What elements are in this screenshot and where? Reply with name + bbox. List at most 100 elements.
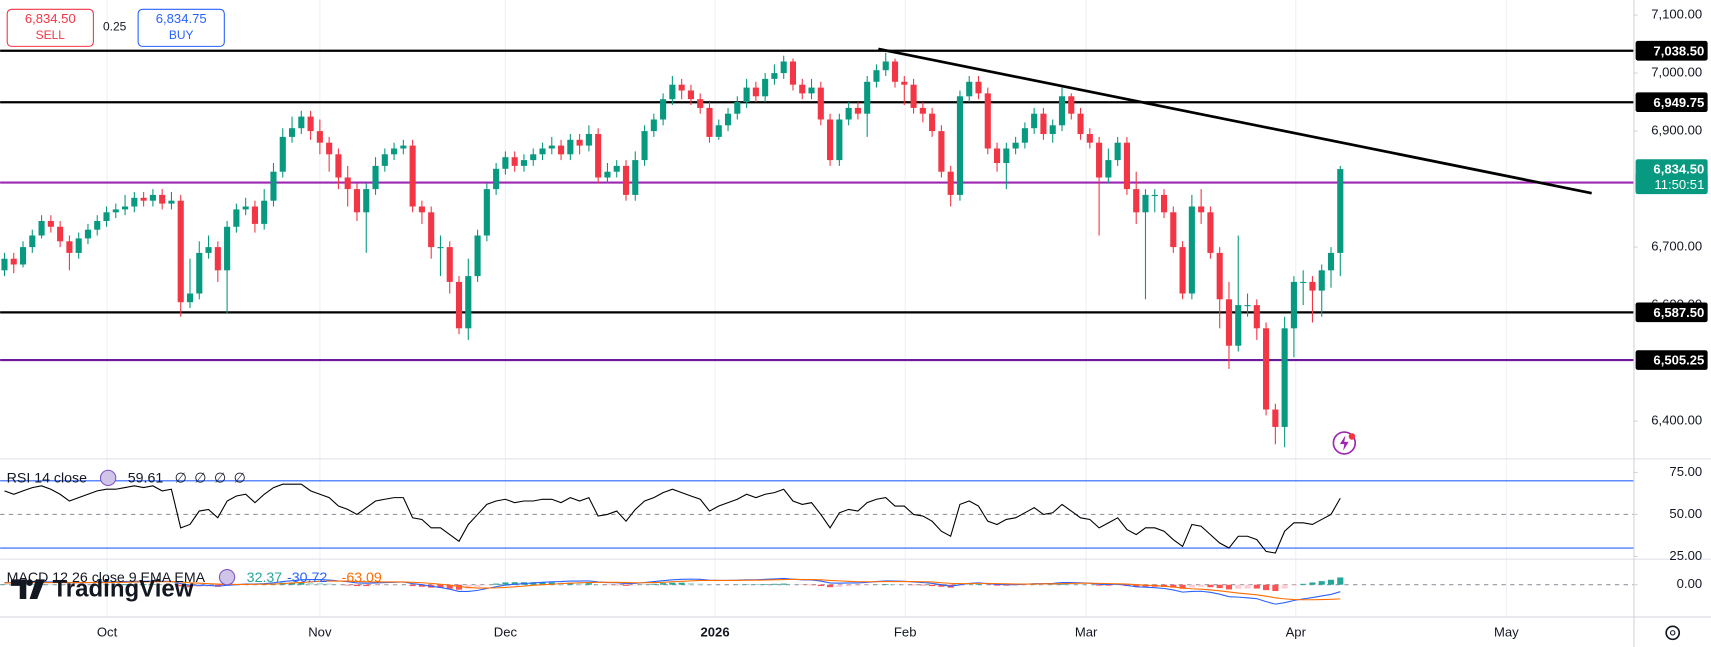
price-label: 6,587.50 [1653, 305, 1704, 320]
candle-body [196, 252, 203, 294]
candle-body [938, 131, 945, 172]
candle-body [845, 107, 852, 120]
histogram-bar [122, 584, 129, 585]
candle-body [864, 81, 871, 114]
candle-body [511, 157, 518, 166]
candle-body [205, 247, 212, 253]
y-tick-label: 0.00 [1677, 576, 1702, 591]
candle-body [326, 142, 333, 155]
histogram-bar [446, 584, 453, 589]
candle-body [724, 113, 732, 126]
candle-body [19, 247, 27, 265]
candle-body [734, 102, 741, 114]
buy-button[interactable] [137, 8, 225, 47]
candle-body [502, 157, 509, 169]
legend-layer: RSI 14 close 59.61 MACD 12 26 close 9 EM… [7, 469, 382, 586]
candle-body [1337, 169, 1344, 253]
candle-body [1021, 128, 1028, 143]
histogram-bar [409, 584, 416, 587]
candle-body [400, 145, 407, 149]
histogram-bar [1290, 584, 1297, 586]
histogram-bar [1318, 581, 1325, 585]
candle-body [966, 81, 973, 97]
candle-body [224, 226, 231, 271]
price-label-box [1635, 350, 1708, 370]
histogram-bar [1096, 584, 1103, 586]
histogram-bar [511, 582, 518, 585]
candle-body [789, 61, 797, 85]
histogram-bar [762, 584, 769, 585]
candle-body [316, 131, 323, 143]
trend-line [878, 47, 1592, 195]
buy-price: 6,834.75 [156, 11, 207, 26]
candle-body [66, 241, 73, 253]
candle-body [910, 84, 917, 108]
candle-body [799, 84, 806, 94]
histogram-bar [1142, 584, 1149, 587]
watermark-text: TradingView [52, 576, 193, 603]
histogram-bar [344, 584, 351, 586]
candle-body [1179, 247, 1186, 294]
candle-body [817, 87, 824, 120]
rsi-line [4, 483, 1341, 554]
macd-legend-icon[interactable] [218, 568, 236, 586]
histogram-bar [1198, 584, 1205, 587]
histogram-bar [854, 584, 861, 586]
candle-body [261, 200, 268, 224]
candle-body [168, 200, 175, 204]
candle-body [1142, 194, 1149, 213]
candle-body [1160, 194, 1168, 213]
histogram-bar [1300, 583, 1307, 585]
candle-body [901, 81, 908, 85]
candle-body [149, 194, 156, 201]
candle-body [947, 171, 954, 195]
y-tick-label: 7,100.00 [1651, 7, 1702, 22]
candle-body [919, 107, 926, 114]
candle-body [1207, 212, 1214, 253]
candle-body [270, 171, 277, 201]
histogram-bar [836, 584, 843, 587]
candle-body [57, 226, 64, 242]
sell-button[interactable] [6, 8, 94, 47]
candle-body [1096, 142, 1103, 178]
candle-body [1058, 96, 1066, 126]
candle-body [548, 145, 555, 149]
settings-icon[interactable] [1665, 625, 1681, 641]
axis-layer: OctNovDec2026FebMarAprMay6,400.006,600.0… [97, 7, 1708, 639]
price-label-box [1635, 40, 1708, 61]
histogram-bar [650, 583, 657, 585]
candle-body [613, 165, 620, 172]
candle-body [1012, 142, 1019, 149]
candle-body [1188, 206, 1195, 294]
candle-body [929, 113, 936, 132]
histogram-bar [771, 583, 778, 585]
candle-body [140, 197, 147, 201]
candle-body [177, 200, 184, 303]
price-label-box [1635, 92, 1708, 113]
alert-icon[interactable] [1332, 431, 1357, 455]
histogram-bar [186, 584, 194, 588]
rsi-legend-empty: ∅ [194, 471, 206, 487]
candle-body [363, 189, 370, 213]
candle-body [660, 99, 667, 120]
histogram-bar [1337, 577, 1344, 585]
histogram-bar [1253, 584, 1260, 589]
candle-body [1244, 305, 1251, 307]
trade-panel: 6,834.50 SELL 0.25 6,834.75 BUY [6, 8, 225, 47]
rsi-legend-icon[interactable] [99, 469, 117, 487]
histogram-bar [288, 582, 296, 585]
y-tick-label: 25.00 [1669, 548, 1702, 563]
histogram-bar [929, 584, 936, 587]
candle-body [353, 189, 361, 213]
candle-body [1318, 270, 1325, 291]
y-tick-label: 75.00 [1669, 464, 1702, 479]
last-price-label: 6,834.50 [1653, 162, 1704, 177]
histogram-bar [307, 582, 314, 585]
candle-body [873, 70, 880, 82]
histogram-bar [437, 584, 444, 588]
histogram-bar [418, 584, 425, 587]
candle-body [493, 168, 500, 190]
histogram-bar [827, 584, 834, 588]
